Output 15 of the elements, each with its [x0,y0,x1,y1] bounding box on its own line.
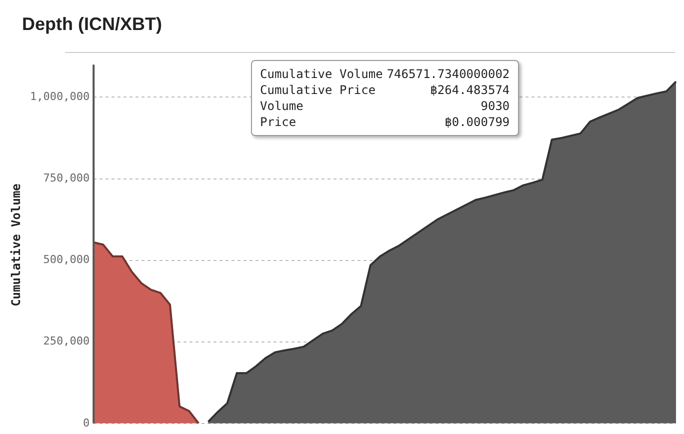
y-tick-label: 1,000,000 [30,90,90,104]
y-tick-label: 750,000 [43,172,90,185]
y-axis-title: Cumulative Volume [9,184,23,306]
y-tick-label: 500,000 [43,253,90,266]
annotation: 746571.7340000002 [386,66,511,82]
chart-title: Depth (ICN/XBT) [22,14,162,35]
y-tick-label: 250,000 [43,334,90,348]
annotation: ฿0.000799 [444,114,511,130]
annotation: Cumulative Volume [259,66,384,82]
annotation: ฿264.483574 [429,82,511,98]
annotation: 9030 [480,98,511,114]
annotation: Price [259,114,298,130]
annotation: Volume [259,98,304,114]
annotation: Cumulative Price [259,82,377,98]
y-tick-label: 0 [82,416,90,430]
